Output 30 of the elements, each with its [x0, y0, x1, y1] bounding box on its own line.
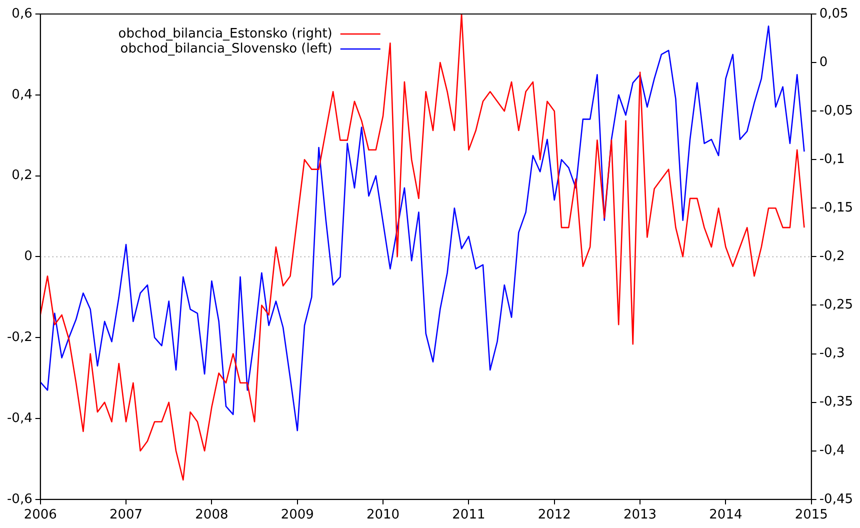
y-tick-label: -0,2	[6, 330, 32, 345]
x-tick-label: 2013	[623, 508, 657, 523]
y2-tick-label: -0,35	[819, 394, 854, 410]
y2-tick-label: -0,1	[819, 152, 845, 167]
x-tick-label: 2012	[538, 508, 571, 523]
x-tick-label: 2008	[195, 508, 228, 523]
x-tick-label: 2007	[109, 508, 143, 523]
y-tick-label: 0	[24, 249, 32, 264]
y2-tick-label: -0,25	[819, 298, 854, 313]
y2-tick-label: 0	[819, 54, 828, 70]
x-tick-label: 2006	[24, 508, 57, 523]
y2-tick-label: -0,15	[819, 200, 854, 216]
y2-tick-label: -0,05	[819, 103, 854, 118]
y2-tick-label: -0,45	[819, 492, 854, 507]
legend-label: obchod_bilancia_Slovensko (left)	[120, 41, 332, 56]
y2-tick-label: -0,2	[819, 249, 845, 264]
y-tick-label: 0,4	[12, 87, 32, 102]
y2-tick-label: 0,05	[819, 6, 848, 22]
y-tick-label: -0,4	[6, 410, 32, 426]
y2-tick-label: -0,4	[819, 443, 845, 458]
x-tick-label: 2014	[709, 508, 742, 523]
y-tick-label: 0,2	[12, 168, 32, 184]
x-tick-label: 2015	[794, 508, 828, 523]
legend-label: obchod_bilancia_Estonsko (right)	[118, 26, 332, 42]
y-tick-label: 0,6	[12, 6, 32, 22]
x-tick-label: 2011	[452, 508, 486, 523]
y-tick-label: -0,6	[6, 492, 32, 507]
x-tick-label: 2009	[280, 508, 314, 523]
x-tick-label: 2010	[366, 508, 400, 523]
y2-tick-label: -0,3	[819, 346, 845, 362]
